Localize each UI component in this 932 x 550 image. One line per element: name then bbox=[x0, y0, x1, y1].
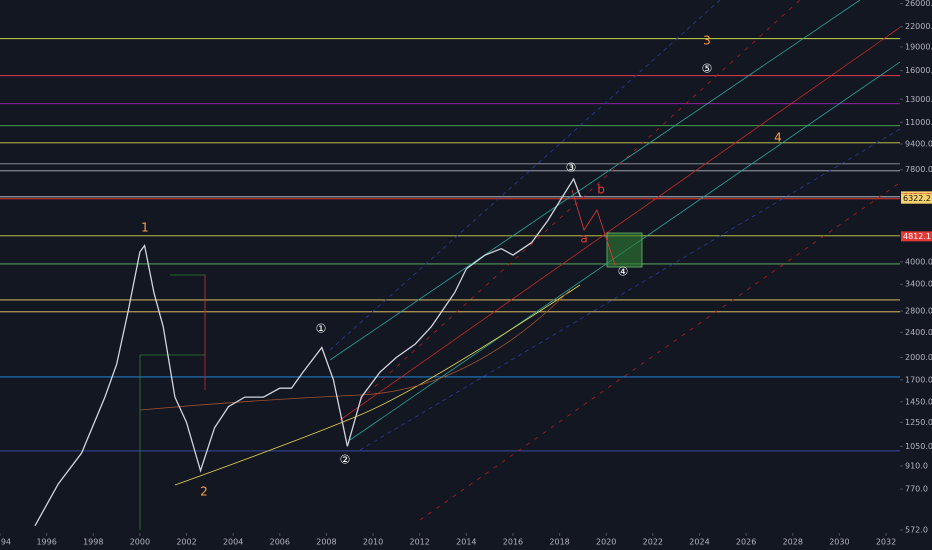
price-label-box bbox=[901, 231, 932, 242]
wave-label: ① bbox=[316, 322, 327, 336]
x-tick-label: 2016 bbox=[503, 538, 523, 547]
y-tick-label: 1250.0 bbox=[905, 418, 932, 427]
projection bbox=[571, 189, 616, 266]
channel-line bbox=[419, 159, 932, 521]
x-tick-label: 2018 bbox=[549, 538, 569, 547]
wave-label: 4 bbox=[774, 131, 782, 145]
wave-label: ② bbox=[340, 453, 351, 467]
y-tick-label: 16000.0 bbox=[905, 66, 932, 75]
x-tick-label: 2028 bbox=[783, 538, 803, 547]
y-tick-label: 2000.0 bbox=[905, 353, 932, 362]
x-tick-label: 2004 bbox=[223, 538, 243, 547]
x-tick-label: 2030 bbox=[829, 538, 849, 547]
y-tick-label: 13000.0 bbox=[905, 95, 932, 104]
levels bbox=[0, 38, 900, 452]
x-tick-label: 2014 bbox=[456, 538, 476, 547]
wave-label: a bbox=[580, 232, 587, 246]
wave-label: 2 bbox=[200, 485, 208, 499]
channel-line bbox=[339, 4, 932, 421]
moving-average bbox=[139, 289, 571, 411]
y-tick-label: 1700.0 bbox=[905, 375, 932, 384]
y-tick-label: 3400.0 bbox=[905, 280, 932, 289]
x-tick-label: 2032 bbox=[876, 538, 896, 547]
x-tick-label: 2000 bbox=[130, 538, 150, 547]
channel-lines bbox=[139, 0, 932, 530]
wave-label: ④ bbox=[618, 265, 629, 279]
x-tick-label: 2020 bbox=[596, 538, 616, 547]
y-tick-label: 770.0 bbox=[905, 485, 928, 494]
y-tick-label: 9400.0 bbox=[905, 139, 932, 148]
y-tick-label: 1050.0 bbox=[905, 442, 932, 451]
x-tick-label: 2012 bbox=[410, 538, 430, 547]
x-tick-label: 2006 bbox=[270, 538, 290, 547]
wave-label: ⑤ bbox=[702, 62, 713, 76]
price-label: 6322.2 bbox=[903, 194, 931, 203]
price-label-box bbox=[901, 193, 932, 204]
wave-label: b bbox=[597, 183, 605, 197]
wave-label: 3 bbox=[703, 34, 711, 48]
y-tick-label: 7800.0 bbox=[905, 165, 932, 174]
y-tick-label: 22000.0 bbox=[905, 22, 932, 31]
target-box bbox=[606, 232, 643, 268]
x-tick-label: 2002 bbox=[176, 538, 196, 547]
channel-line bbox=[329, 0, 861, 361]
moving-average bbox=[174, 284, 581, 486]
y-tick-label: 4000.0 bbox=[905, 257, 932, 266]
wave-label: 1 bbox=[141, 221, 149, 235]
x-tick-label: 2010 bbox=[363, 538, 383, 547]
wave-label: ③ bbox=[566, 161, 577, 175]
y-tick-label: 910.0 bbox=[905, 462, 928, 471]
channel-line bbox=[359, 109, 932, 451]
y-tick-label: 572.0 bbox=[905, 526, 928, 535]
price-line bbox=[34, 177, 582, 527]
y-tick-label: 2400.0 bbox=[905, 328, 932, 337]
x-tick-label: 1996 bbox=[36, 538, 56, 547]
x-tick-label: 94 bbox=[1, 538, 11, 547]
y-tick-label: 2800.0 bbox=[905, 307, 932, 316]
y-tick-label: 1450.0 bbox=[905, 397, 932, 406]
price-axis bbox=[900, 0, 932, 550]
y-tick-label: 19000.0 bbox=[905, 42, 932, 51]
price-label: 4812.1 bbox=[903, 232, 931, 241]
x-tick-label: 1998 bbox=[83, 538, 103, 547]
x-tick-label: 2024 bbox=[689, 538, 709, 547]
y-tick-label: 26000.0 bbox=[905, 0, 932, 8]
x-tick-label: 2008 bbox=[316, 538, 336, 547]
x-tick-label: 2022 bbox=[643, 538, 663, 547]
x-tick-label: 2026 bbox=[736, 538, 756, 547]
y-tick-label: 11000.0 bbox=[905, 118, 932, 127]
